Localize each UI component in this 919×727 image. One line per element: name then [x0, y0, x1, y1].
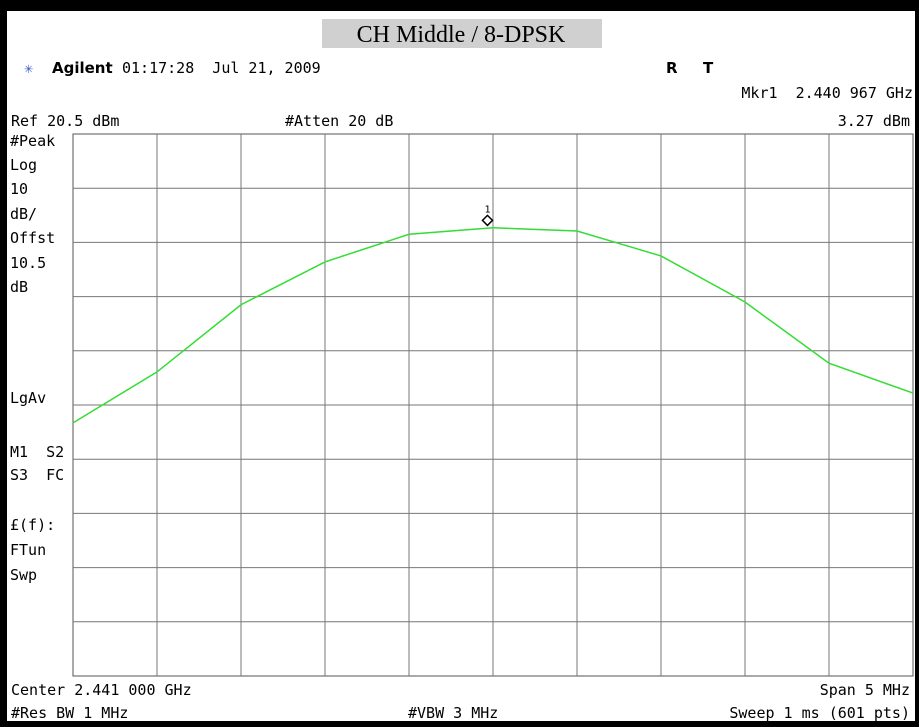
rbw: #Res BW 1 MHz: [11, 704, 128, 722]
side-label: Log: [10, 156, 37, 174]
timestamp: 01:17:28 Jul 21, 2009: [122, 59, 321, 77]
side-label: Offst: [10, 229, 55, 247]
side-label: 10: [10, 180, 28, 198]
flag-r: R: [666, 59, 678, 77]
marker-label: 1: [484, 204, 490, 215]
screen: [7, 11, 915, 721]
title-box: [322, 19, 602, 48]
side-label: Swp: [10, 566, 37, 584]
marker-level: 3.27 dBm: [838, 112, 910, 130]
plot: 1: [72, 204, 914, 424]
span: Span 5 MHz: [820, 681, 910, 699]
logo-icon: ✳: [24, 59, 33, 77]
center: Center 2.441 000 GHz: [11, 681, 192, 699]
vbw: #VBW 3 MHz: [408, 704, 498, 722]
title: CH Middle / 8-DPSK: [357, 22, 566, 48]
side-label: LgAv: [10, 389, 46, 407]
side-label: S3 FC: [10, 466, 64, 484]
side-label: 10.5: [10, 254, 46, 272]
marker: [481, 214, 494, 227]
side-label: M1 S2: [10, 443, 64, 461]
side-label: dB/: [10, 205, 37, 223]
atten: #Atten 20 dB: [285, 112, 393, 130]
side-label: dB: [10, 278, 28, 296]
flag-t: T: [703, 59, 714, 77]
side-label: FTun: [10, 541, 46, 559]
ref-level: Ref 20.5 dBm: [11, 112, 119, 130]
side-label: #Peak: [10, 132, 55, 150]
marker-readout: Mkr1 2.440 967 GHz: [741, 84, 913, 102]
grid: [73, 134, 913, 676]
trace: [72, 227, 914, 424]
side-label: £(f):: [10, 516, 55, 534]
brand: Agilent: [52, 59, 113, 77]
sweep: Sweep 1 ms (601 pts): [729, 704, 910, 722]
side-panel: #Peak Log 10 dB/Offst 10.5 dB LgAv M1 S2 S3 FC £(…: [10, 132, 64, 584]
